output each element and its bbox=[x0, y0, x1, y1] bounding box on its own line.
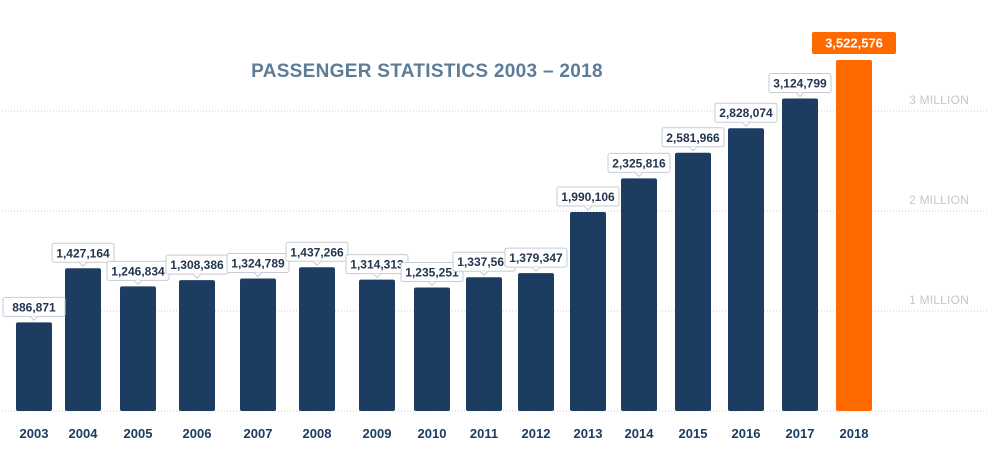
value-label: 3,124,799 bbox=[768, 73, 832, 98]
bar bbox=[299, 267, 335, 411]
x-tick-label: 2007 bbox=[244, 426, 273, 441]
value-label-text: 886,871 bbox=[12, 300, 56, 314]
value-label: 2,828,074 bbox=[714, 102, 778, 127]
value-label-pointer bbox=[741, 121, 751, 127]
value-label-pointer bbox=[192, 273, 202, 279]
value-label-text: 2,325,816 bbox=[612, 156, 666, 170]
value-label-pointer bbox=[372, 273, 382, 279]
value-label-text: 1,427,164 bbox=[56, 246, 110, 260]
x-tick-label: 2012 bbox=[522, 426, 551, 441]
value-label-text: 1,235,251 bbox=[405, 265, 459, 279]
chart-title: PASSENGER STATISTICS 2003 – 2018 bbox=[251, 61, 603, 82]
x-tick-label: 2010 bbox=[418, 426, 447, 441]
gridline-label: 3 MILLION bbox=[909, 93, 969, 107]
value-label-pointer bbox=[688, 146, 698, 152]
value-label-text: 1,337,562 bbox=[457, 255, 511, 269]
x-tick-label: 2011 bbox=[470, 426, 498, 441]
value-label: 1,314,313 bbox=[345, 254, 409, 279]
value-label: 1,246,834 bbox=[106, 260, 170, 286]
value-label: 1,337,562 bbox=[452, 251, 516, 276]
bar bbox=[359, 279, 395, 411]
value-label: 1,324,789 bbox=[226, 253, 290, 278]
value-label-text: 2,828,074 bbox=[719, 106, 773, 120]
value-label-text: 3,124,799 bbox=[773, 77, 827, 91]
bar bbox=[120, 286, 156, 411]
value-label: 1,437,266 bbox=[285, 241, 349, 266]
value-label-pointer bbox=[795, 92, 805, 98]
value-label-pointer bbox=[634, 172, 644, 178]
x-tick-label: 2018 bbox=[840, 426, 869, 441]
x-tick-label: 2006 bbox=[183, 426, 212, 441]
bar bbox=[414, 287, 450, 411]
x-axis-tick-labels: 2003 2004 2005 2006 2007 2008 2009 2010 2011 2012… bbox=[20, 426, 869, 441]
bar bbox=[782, 98, 818, 411]
x-tick-label: 2008 bbox=[303, 426, 332, 441]
value-label-highlight: 3,522,576 bbox=[812, 32, 896, 54]
x-tick-label: 2014 bbox=[625, 426, 655, 441]
value-label: 886,871 bbox=[2, 296, 66, 322]
value-label-pointer bbox=[29, 315, 39, 322]
x-tick-label: 2016 bbox=[732, 426, 761, 441]
value-label-pointer bbox=[253, 272, 263, 278]
x-tick-label: 2015 bbox=[679, 426, 708, 441]
value-label-text: 3,522,576 bbox=[825, 36, 883, 51]
value-label-pointer bbox=[583, 205, 593, 211]
value-label-box bbox=[812, 32, 896, 54]
value-label-text: 1,314,313 bbox=[350, 258, 404, 272]
value-label-text: 1,324,789 bbox=[231, 257, 285, 271]
bar bbox=[16, 322, 52, 411]
bar bbox=[518, 273, 554, 411]
bar bbox=[466, 277, 502, 411]
bar bbox=[621, 178, 657, 411]
value-label-text: 1,379,347 bbox=[509, 251, 563, 265]
bars bbox=[16, 60, 872, 411]
x-tick-label: 2003 bbox=[20, 426, 49, 441]
value-label-pointer bbox=[531, 266, 541, 272]
bar-highlight bbox=[836, 60, 872, 411]
value-label: 1,379,347 bbox=[504, 247, 568, 272]
gridline-label: 2 MILLION bbox=[909, 193, 969, 207]
value-label: 1,308,386 bbox=[165, 254, 229, 279]
value-label-text: 1,437,266 bbox=[290, 245, 344, 259]
bar bbox=[240, 278, 276, 411]
bar bbox=[675, 152, 711, 411]
x-tick-label: 2009 bbox=[363, 426, 392, 441]
bar bbox=[570, 211, 606, 411]
x-tick-label: 2013 bbox=[574, 426, 603, 441]
value-label-text: 1,246,834 bbox=[111, 264, 165, 278]
x-tick-label: 2017 bbox=[786, 426, 815, 441]
value-label-pointer bbox=[427, 281, 437, 287]
value-label-text: 1,990,106 bbox=[561, 190, 615, 204]
bar bbox=[728, 128, 764, 411]
value-label: 2,581,966 bbox=[661, 127, 725, 152]
x-tick-label: 2004 bbox=[69, 426, 99, 441]
value-label: 2,325,816 bbox=[607, 152, 671, 178]
value-label-pointer bbox=[133, 279, 143, 286]
value-label-text: 2,581,966 bbox=[666, 131, 720, 145]
value-label-pointer bbox=[479, 270, 489, 276]
value-label-pointer bbox=[312, 260, 322, 266]
bar bbox=[65, 268, 101, 411]
x-tick-label: 2005 bbox=[124, 426, 153, 441]
value-label: 1,990,106 bbox=[556, 186, 620, 211]
value-label-pointer bbox=[78, 261, 88, 267]
gridline-label: 1 MILLION bbox=[909, 293, 969, 307]
value-label: 1,427,164 bbox=[51, 242, 115, 267]
value-label: 1,235,251 bbox=[400, 261, 464, 287]
bar bbox=[179, 280, 215, 411]
value-label-text: 1,308,386 bbox=[170, 258, 224, 272]
